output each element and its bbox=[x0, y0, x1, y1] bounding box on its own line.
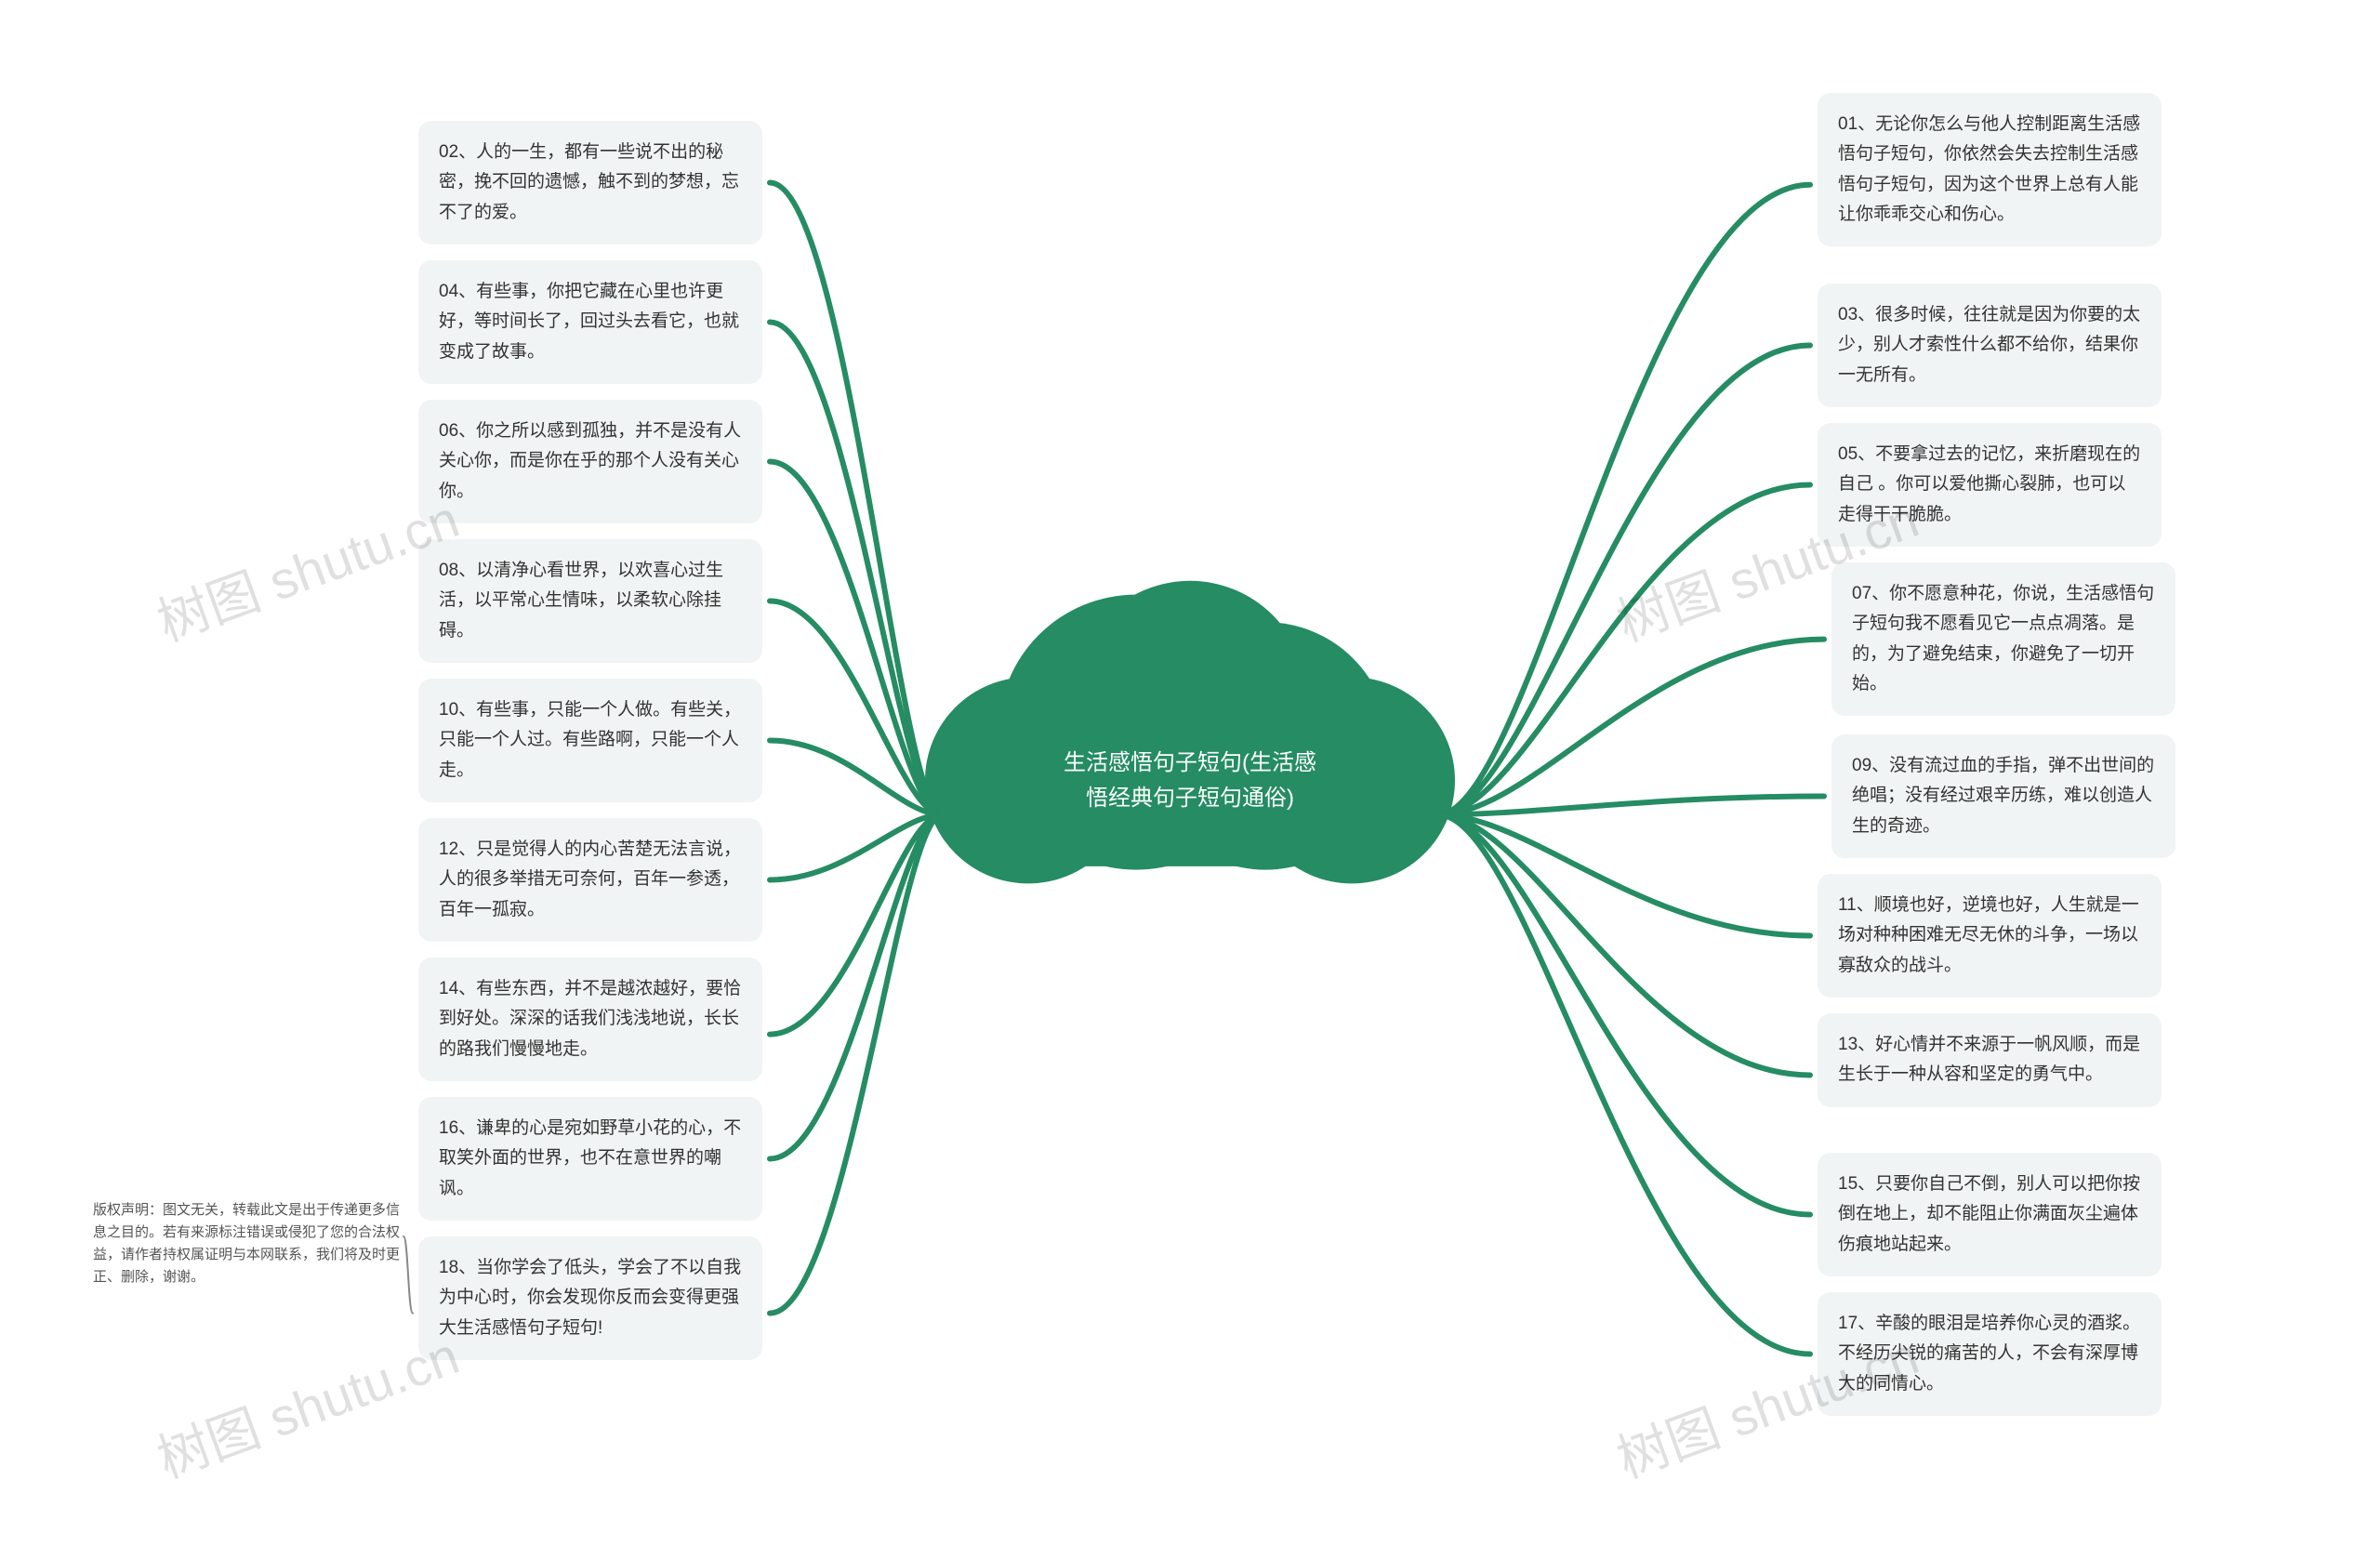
right-node-2: 05、不要拿过去的记忆，来折磨现在的自己 。你可以爱他撕心裂肺，也可以走得干干脆… bbox=[1818, 423, 2162, 547]
right-node-3: 07、你不愿意种花，你说，生活感悟句子短句我不愿看见它一点点凋落。是的，为了避免… bbox=[1831, 562, 2175, 716]
right-node-4: 09、没有流过血的手指，弹不出世间的绝唱；没有经过艰辛历练，难以创造人生的奇迹。 bbox=[1831, 734, 2175, 858]
right-node-6: 13、好心情并不来源于一帆风顺，而是生长于一种从容和坚定的勇气中。 bbox=[1818, 1013, 2162, 1107]
right-node-0: 01、无论你怎么与他人控制距离生活感悟句子短句，你依然会失去控制生活感悟句子短句… bbox=[1818, 93, 2162, 246]
right-node-7: 15、只要你自己不倒，别人可以把你按倒在地上，却不能阻止你满面灰尘遍体伤痕地站起… bbox=[1818, 1153, 2162, 1276]
mindmap-canvas: 生活感悟句子短句(生活感 悟经典句子短句通俗) 02、人的一生，都有一些说不出的秘… bbox=[0, 0, 2380, 1546]
left-node-6: 14、有些东西，并不是越浓越好，要恰到好处。深深的话我们浅浅地说，长长的路我们慢… bbox=[418, 958, 762, 1081]
left-node-8: 18、当你学会了低头，学会了不以自我为中心时，你会发现你反而会变得更强大生活感悟… bbox=[418, 1236, 762, 1360]
left-node-1: 04、有些事，你把它藏在心里也许更好，等时间长了，回过头去看它，也就变成了故事。 bbox=[418, 260, 762, 384]
right-node-8: 17、辛酸的眼泪是培养你心灵的酒浆。不经历尖锐的痛苦的人，不会有深厚博大的同情心… bbox=[1818, 1292, 2162, 1416]
center-cloud bbox=[925, 581, 1455, 884]
copyright-note: 版权声明：图文无关，转载此文是出于传递更多信息之目的。若有来源标注错误或侵犯了您… bbox=[93, 1199, 400, 1288]
left-node-7: 16、谦卑的心是宛如野草小花的心，不取笑外面的世界，也不在意世界的嘲讽。 bbox=[418, 1097, 762, 1221]
right-node-5: 11、顺境也好，逆境也好，人生就是一场对种种困难无尽无休的斗争，一场以寡敌众的战… bbox=[1818, 874, 2162, 998]
center-title: 生活感悟句子短句(生活感 悟经典句子短句通俗) bbox=[1004, 746, 1376, 817]
right-node-1: 03、很多时候，往往就是因为你要的太少，别人才索性什么都不给你，结果你一无所有。 bbox=[1818, 284, 2162, 407]
left-node-4: 10、有些事，只能一个人做。有些关，只能一个人过。有些路啊，只能一个人走。 bbox=[418, 679, 762, 802]
left-node-3: 08、以清净心看世界，以欢喜心过生活，以平常心生情味，以柔软心除挂碍。 bbox=[418, 539, 762, 663]
left-node-2: 06、你之所以感到孤独，并不是没有人关心你，而是你在乎的那个人没有关心你。 bbox=[418, 400, 762, 523]
left-node-0: 02、人的一生，都有一些说不出的秘密，挽不回的遗憾，触不到的梦想，忘不了的爱。 bbox=[418, 121, 762, 244]
left-node-5: 12、只是觉得人的内心苦楚无法言说，人的很多举措无可奈何，百年一参透，百年一孤寂… bbox=[418, 818, 762, 942]
